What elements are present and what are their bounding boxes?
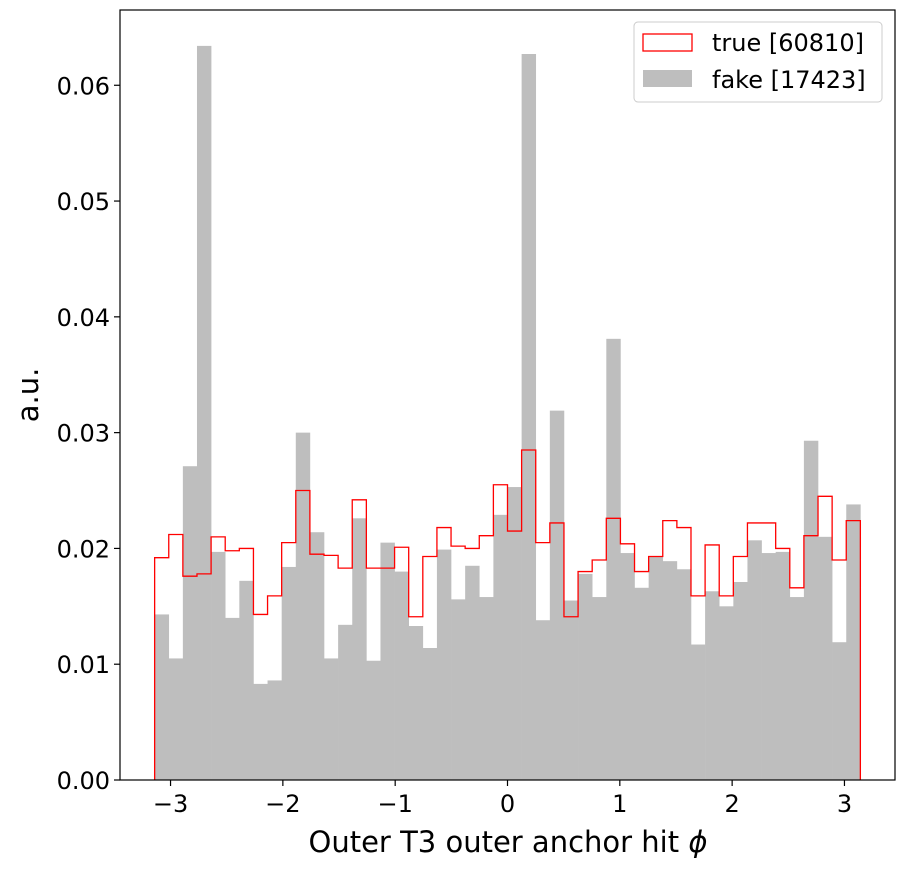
- fake-bar: [507, 487, 522, 780]
- fake-bar: [479, 597, 494, 780]
- y-axis-label: a.u.: [11, 368, 45, 423]
- y-tick-label: 0.02: [57, 535, 110, 563]
- fake-bar: [182, 466, 198, 780]
- x-axis-ticks: −3 −2 −1 0 1 2 3: [153, 780, 852, 818]
- fake-bar: [239, 580, 254, 780]
- fake-bar: [465, 565, 480, 780]
- fake-bar: [309, 532, 325, 780]
- fake-bar: [789, 597, 805, 780]
- x-tick-label: 2: [724, 790, 739, 818]
- fake-bar: [436, 549, 452, 780]
- x-tick-label: 3: [837, 790, 852, 818]
- y-tick-label: 0.01: [57, 651, 110, 679]
- fake-bar: [225, 617, 240, 780]
- fake-bar: [733, 582, 748, 780]
- y-axis-ticks: 0.00 0.01 0.02 0.03 0.04 0.05 0.06: [57, 72, 120, 795]
- fake-bar: [253, 683, 268, 780]
- x-tick-label: 0: [500, 790, 515, 818]
- x-axis-label: Outer T3 outer anchor hit ϕ: [309, 825, 708, 859]
- fake-bar: [281, 566, 297, 780]
- fake-bar: [676, 569, 692, 780]
- x-tick-label: −2: [265, 790, 300, 818]
- fake-bar: [352, 518, 367, 780]
- fake-bar: [690, 644, 706, 780]
- true-step-line: [153, 449, 862, 780]
- fake-bar: [521, 54, 537, 780]
- fake-bar: [592, 597, 607, 780]
- y-tick-label: 0.00: [57, 767, 110, 795]
- fake-bar: [620, 553, 635, 780]
- x-tick-label: −1: [377, 790, 412, 818]
- legend-swatch-true: [642, 33, 693, 52]
- fake-bar: [578, 573, 593, 780]
- fake-bar: [662, 561, 678, 780]
- x-tick-label: −3: [153, 790, 188, 818]
- fake-bar: [719, 606, 734, 780]
- fake-bar: [648, 556, 664, 780]
- fake-bar: [606, 338, 621, 780]
- fake-bar: [563, 600, 579, 780]
- fake-bar: [775, 551, 791, 780]
- fake-bar: [154, 614, 170, 780]
- fake-bar: [366, 660, 381, 780]
- fake-bar: [549, 410, 565, 780]
- y-tick-label: 0.04: [57, 304, 110, 332]
- y-tick-label: 0.05: [57, 188, 110, 216]
- fake-bar: [832, 642, 847, 780]
- legend-label-true: true [60810]: [712, 29, 864, 57]
- legend-label-fake: fake [17423]: [712, 66, 866, 94]
- legend: true [60810] fake [17423]: [633, 21, 883, 103]
- fake-bar: [705, 591, 720, 780]
- fake-bar: [324, 658, 339, 780]
- y-tick-label: 0.06: [57, 72, 110, 100]
- fake-bar: [493, 514, 508, 780]
- fake-bar: [338, 624, 353, 780]
- x-tick-label: 1: [612, 790, 627, 818]
- fake-bar: [846, 504, 861, 780]
- fake-bars: [154, 45, 861, 781]
- y-tick-label: 0.03: [57, 420, 110, 448]
- fake-bar: [535, 620, 551, 780]
- fake-bar: [451, 599, 466, 780]
- legend-frame: [633, 21, 883, 103]
- fake-bar: [394, 571, 409, 780]
- fake-bar: [295, 432, 311, 780]
- fake-bar: [422, 648, 438, 780]
- fake-bar: [380, 542, 395, 780]
- fake-bar: [267, 680, 282, 780]
- fake-bar: [747, 540, 762, 780]
- fake-bar: [211, 551, 226, 780]
- fake-bar: [818, 536, 833, 780]
- fake-bar: [408, 626, 424, 780]
- fake-bar: [761, 553, 776, 780]
- fake-bar: [803, 440, 819, 780]
- fake-bar: [634, 587, 649, 780]
- fake-bar: [168, 658, 184, 780]
- fake-bar: [196, 45, 212, 781]
- legend-swatch-fake: [643, 70, 692, 87]
